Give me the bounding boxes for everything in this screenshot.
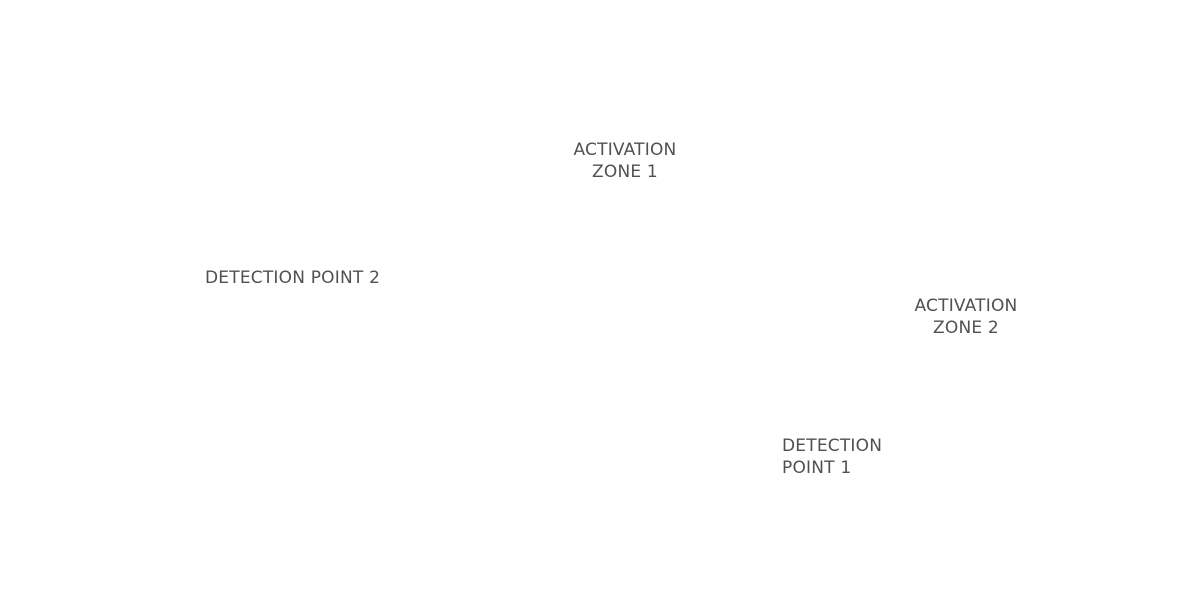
detection-point-1-label: DETECTION POINT 1 — [782, 435, 882, 479]
activation-zone-1-label-line-1: ACTIVATION — [573, 140, 677, 160]
activation-zone-2-label: ACTIVATION ZONE 2 — [907, 295, 1025, 339]
detection-point-1-label-line-2: POINT 1 — [782, 458, 852, 478]
detection-point-2-label: DETECTION POINT 2 — [205, 267, 380, 289]
activation-zone-2-label-line-1: ACTIVATION — [914, 296, 1018, 316]
activation-zone-1-label: ACTIVATION ZONE 1 — [566, 139, 684, 183]
detection-point-1-label-line-1: DETECTION — [782, 436, 883, 456]
activation-zone-1-label-line-2: ZONE 1 — [592, 162, 658, 182]
detection-point-2-label-line-1: DETECTION POINT 2 — [205, 268, 381, 288]
activation-zone-2-label-line-2: ZONE 2 — [933, 318, 999, 338]
